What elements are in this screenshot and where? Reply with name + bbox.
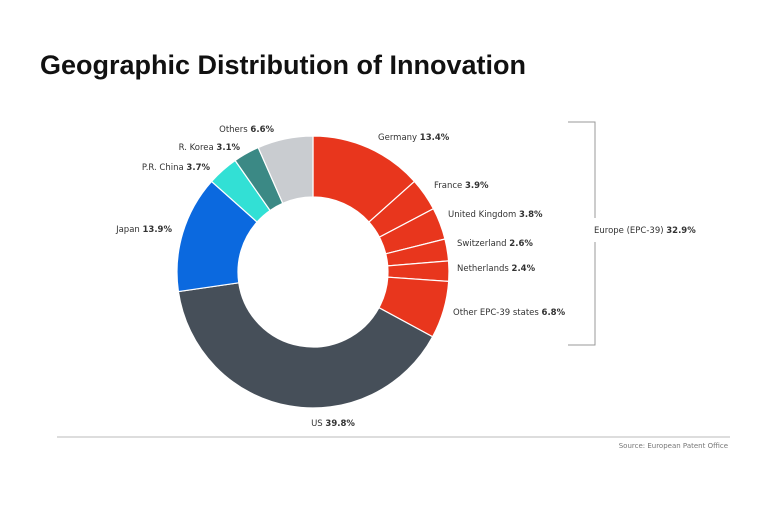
category-name: Netherlands <box>457 264 509 274</box>
value-label: 3.1% <box>216 143 240 153</box>
source: Source: European Patent Office <box>619 442 728 450</box>
slice-label: R. Korea 3.1% <box>179 143 241 153</box>
category-name: Switzerland <box>457 239 507 249</box>
value-label: 3.9% <box>465 181 489 191</box>
slice-label: Other EPC-39 states 6.8% <box>453 308 566 318</box>
group-label: Europe (EPC-39) 32.9% <box>594 226 696 236</box>
slice <box>257 135 314 205</box>
slice-label: Netherlands 2.4% <box>457 264 536 274</box>
value-label: 13.9% <box>143 225 173 235</box>
value-label: 6.8% <box>542 308 566 318</box>
category-name: Others <box>219 125 248 135</box>
category-name: R. Korea <box>179 143 214 153</box>
slice-label: US 39.8% <box>311 419 355 429</box>
slice <box>177 282 434 409</box>
bracket-gap <box>590 218 600 242</box>
category-name: US <box>311 419 323 429</box>
slice-label: P.R. China 3.7% <box>142 163 211 173</box>
value-label: 2.6% <box>509 239 533 249</box>
group-name: Europe (EPC-39) <box>594 226 664 236</box>
category-name: Japan <box>115 225 140 235</box>
category-name: United Kingdom <box>448 210 516 220</box>
slice-label: Switzerland 2.6% <box>457 239 533 249</box>
slice-label: Japan 13.9% <box>115 225 172 235</box>
value-label: 3.8% <box>519 210 543 220</box>
slice-label: France 3.9% <box>434 181 489 191</box>
slice-label: United Kingdom 3.8% <box>448 210 543 220</box>
category-name: Germany <box>378 133 417 143</box>
value-label: 39.8% <box>325 419 355 429</box>
value-label: 6.6% <box>250 125 274 135</box>
category-name: Other EPC-39 states <box>453 308 539 318</box>
value-label: 3.7% <box>186 163 210 173</box>
slice-label: Others 6.6% <box>219 125 274 135</box>
group-value: 32.9% <box>666 226 696 236</box>
slice-label: Germany 13.4% <box>378 133 450 143</box>
category-name: France <box>434 181 462 191</box>
value-label: 2.4% <box>512 264 536 274</box>
value-label: 13.4% <box>420 133 450 143</box>
category-name: P.R. China <box>142 163 184 173</box>
chart-title: Geographic Distribution of Innovation <box>40 50 526 80</box>
